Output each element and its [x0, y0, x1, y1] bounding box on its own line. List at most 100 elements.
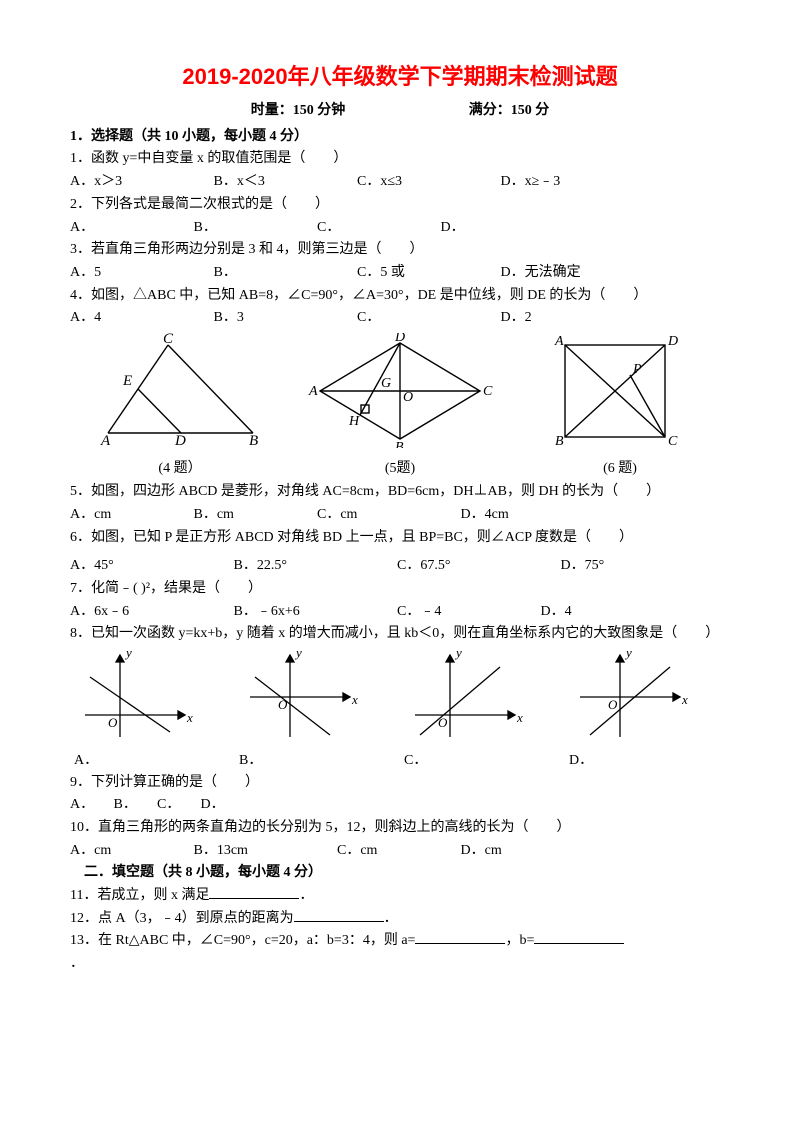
svg-text:A: A — [554, 334, 564, 349]
svg-text:A: A — [308, 384, 318, 399]
q10-a: A．cm — [70, 840, 190, 862]
fig6-svg: A D B C P — [545, 333, 695, 448]
q10-d: D．cm — [461, 840, 502, 862]
q8-c: C． — [404, 750, 427, 772]
svg-text:y: y — [624, 647, 632, 660]
q1-a: A．x＞3 — [70, 171, 210, 193]
section2-header: 二．填空题（共 8 小题，每小题 4 分） — [70, 862, 730, 884]
q8-a: A． — [74, 750, 98, 772]
q13-stem-b: ，b= — [505, 933, 534, 948]
q2-stem: 2．下列各式是最简二次根式的是（ ） — [70, 194, 730, 216]
q13-stem-a: 13．在 Rt△ABC 中，∠C=90°，c=20，a：b=3：4，则 a= — [70, 933, 415, 948]
q5-stem: 5．如图，四边形 ABCD 是菱形，对角线 AC=8cm，BD=6cm，DH⊥A… — [70, 481, 730, 503]
q11-stem: 11．若成立，则 x 满足 — [70, 888, 209, 903]
svg-text:y: y — [454, 647, 462, 660]
svg-text:B: B — [395, 440, 404, 448]
q2-options: A． B． C． D． — [70, 217, 730, 239]
page-title: 2019-2020年八年级数学下学期期末检测试题 — [70, 60, 730, 94]
q6-c: C．67.5° — [397, 555, 557, 577]
svg-text:x: x — [351, 692, 358, 707]
q3-d: D．无法确定 — [501, 262, 581, 284]
q2-c: C． — [317, 217, 437, 239]
q9-a: A． — [70, 794, 110, 816]
svg-text:H: H — [348, 414, 360, 429]
q7-b: B．﹣6x+6 — [234, 601, 394, 623]
q4-a: A．4 — [70, 307, 210, 329]
q10-b: B．13cm — [194, 840, 334, 862]
svg-text:B: B — [249, 433, 258, 448]
svg-text:y: y — [294, 647, 302, 660]
q6-b: B．22.5° — [234, 555, 394, 577]
svg-text:x: x — [186, 710, 193, 725]
q9-d: D． — [201, 794, 225, 816]
q8-d: D． — [569, 750, 593, 772]
svg-text:D: D — [394, 333, 405, 345]
q4-d: D．2 — [501, 307, 532, 329]
q4-b: B．3 — [214, 307, 354, 329]
q10-options: A．cm B．13cm C．cm D．cm — [70, 840, 730, 862]
svg-text:O: O — [403, 390, 413, 405]
svg-text:D: D — [667, 334, 678, 349]
q9-c: C． — [157, 794, 197, 816]
q1-options: A．x＞3 B．x＜3 C．x≤3 D．x≥﹣3 — [70, 171, 730, 193]
q8-stem: 8．已知一次函数 y=kx+b，y 随着 x 的增大而减小，且 kb＜0，则在直… — [70, 623, 730, 645]
q11-period: ． — [299, 888, 313, 903]
fig6-caption: (6 题) — [510, 458, 730, 480]
q8-graphs: y x O A． y x O B． y x O — [70, 647, 730, 771]
fullscore-label: 满分：150 分 — [469, 100, 550, 122]
q5-c: C．cm — [317, 504, 457, 526]
section1-header: 1．选择题（共 10 小题，每小题 4 分） — [70, 126, 730, 148]
q1-d: D．x≥﹣3 — [501, 171, 561, 193]
q3-a: A．5 — [70, 262, 210, 284]
svg-text:E: E — [122, 373, 132, 389]
q8-graph-c: y x O — [400, 647, 530, 742]
q6-a: A．45° — [70, 555, 230, 577]
svg-text:D: D — [174, 433, 186, 448]
q13-blank-a — [415, 930, 505, 944]
q8-b: B． — [239, 750, 262, 772]
q7-d: D．4 — [541, 601, 572, 623]
q3-c: C．5 或 — [357, 262, 497, 284]
q4-c: C． — [357, 307, 497, 329]
q13: 13．在 Rt△ABC 中，∠C=90°，c=20，a：b=3：4，则 a= ，b… — [70, 930, 730, 952]
q3-b: B． — [214, 262, 354, 284]
q4-options: A．4 B．3 C． D．2 — [70, 307, 730, 329]
svg-text:P: P — [632, 362, 642, 377]
svg-text:O: O — [438, 715, 448, 730]
q13-period: ． — [70, 953, 730, 975]
q10-c: C．cm — [337, 840, 457, 862]
q2-a: A． — [70, 217, 190, 239]
figure-row-456: A D B C E (4 题） D A C B G O — [70, 333, 730, 479]
time-label: 时量：150 分钟 — [251, 100, 346, 122]
q1-c: C．x≤3 — [357, 171, 497, 193]
q1-stem: 1．函数 y=中自变量 x 的取值范围是（ ） — [70, 148, 730, 170]
q6-options: A．45° B．22.5° C．67.5° D．75° — [70, 555, 730, 577]
q12: 12．点 A（3，﹣4）到原点的距离为． — [70, 908, 730, 930]
q9-b: B． — [114, 794, 154, 816]
q12-blank — [294, 908, 384, 922]
q4-stem: 4．如图，△ABC 中，已知 AB=8，∠C=90°，∠A=30°，DE 是中位… — [70, 285, 730, 307]
q11: 11．若成立，则 x 满足 ． — [70, 885, 730, 907]
q8-graph-a: y x O — [70, 647, 200, 742]
svg-text:C: C — [163, 333, 174, 347]
fig5-caption: (5题) — [290, 458, 510, 480]
svg-text:O: O — [108, 715, 118, 730]
svg-text:x: x — [516, 710, 523, 725]
svg-text:A: A — [100, 433, 111, 448]
q6-stem: 6．如图，已知 P 是正方形 ABCD 对角线 BD 上一点，且 BP=BC，则… — [70, 527, 730, 549]
q2-b: B． — [194, 217, 314, 239]
q3-stem: 3．若直角三角形两边分别是 3 和 4，则第三边是（ ） — [70, 239, 730, 261]
fig4-caption: (4 题） — [70, 458, 290, 480]
q9-options: A． B． C． D． — [70, 794, 730, 816]
fig5-svg: D A C B G O H — [305, 333, 495, 448]
q10-stem: 10．直角三角形的两条直角边的长分别为 5，12，则斜边上的高线的长为（ ） — [70, 817, 730, 839]
q5-a: A．cm — [70, 504, 190, 526]
fig4-cell: A D B C E (4 题） — [70, 333, 290, 479]
q12-period: ． — [384, 911, 398, 926]
q2-d: D． — [441, 217, 465, 239]
svg-text:C: C — [668, 434, 678, 448]
fig4-svg: A D B C E — [93, 333, 268, 448]
q9-stem: 9．下列计算正确的是（ ） — [70, 772, 730, 794]
svg-text:x: x — [681, 692, 688, 707]
svg-text:y: y — [124, 647, 132, 660]
